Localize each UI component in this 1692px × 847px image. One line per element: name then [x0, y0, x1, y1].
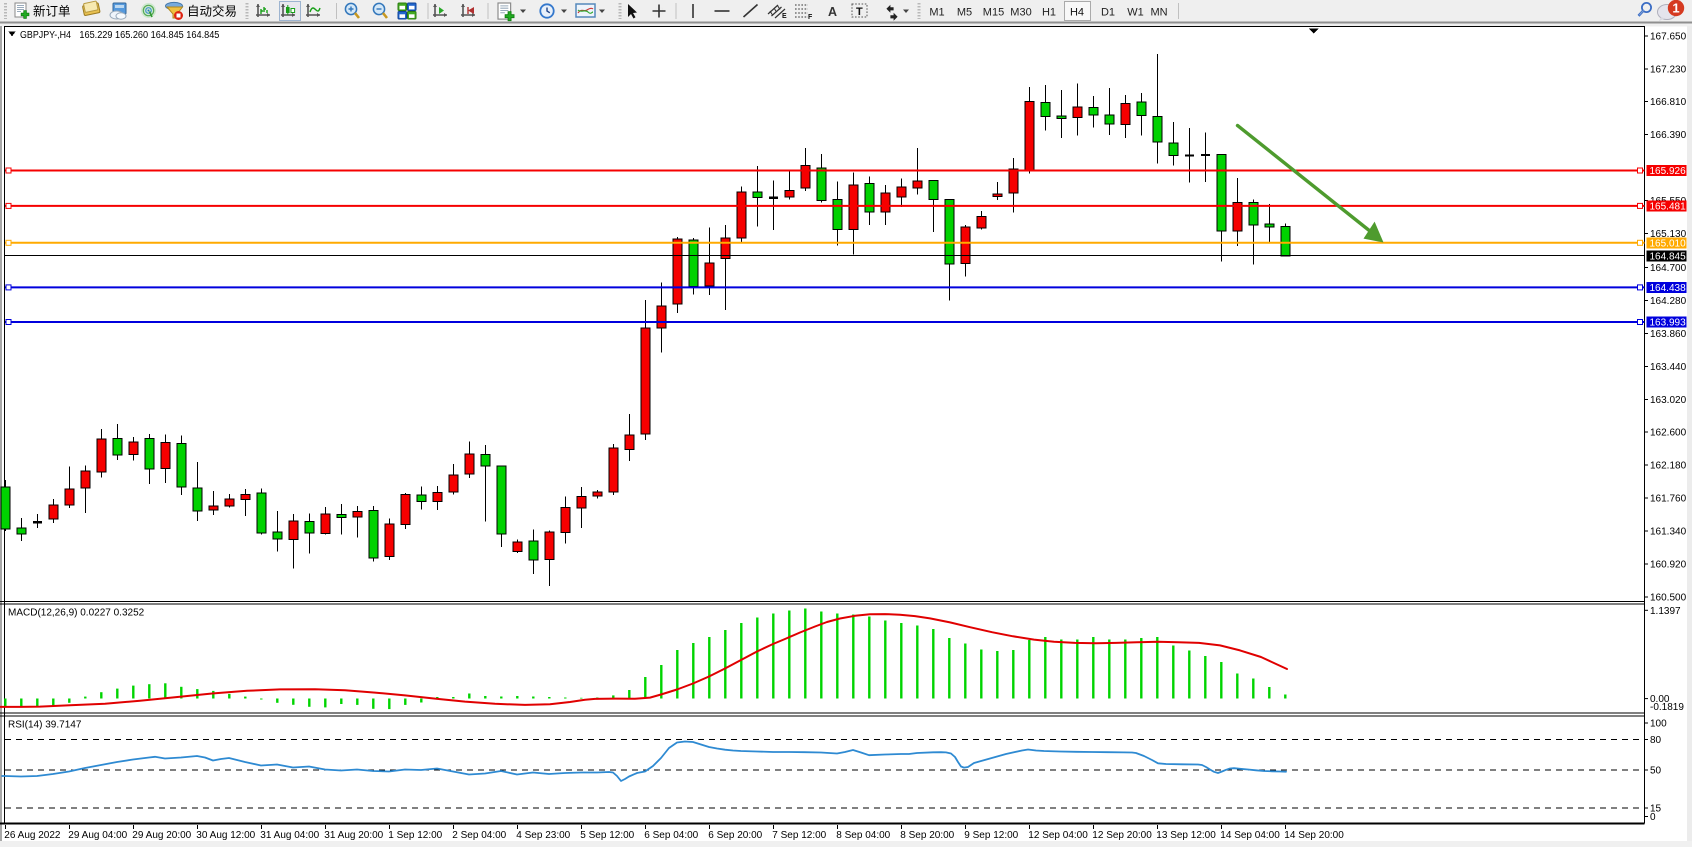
svg-text:100: 100: [1650, 719, 1667, 730]
svg-text:31 Aug 04:00: 31 Aug 04:00: [260, 830, 319, 841]
svg-text:50: 50: [1650, 766, 1662, 777]
svg-text:T: T: [856, 6, 863, 18]
svg-text:166.810: 166.810: [1650, 97, 1687, 108]
svg-text:H1: H1: [1042, 7, 1056, 19]
svg-text:12 Sep 20:00: 12 Sep 20:00: [1092, 830, 1152, 841]
svg-text:164.438: 164.438: [1650, 283, 1687, 294]
svg-text:MN: MN: [1150, 7, 1167, 19]
svg-text:H4: H4: [1070, 7, 1084, 19]
svg-text:167.650: 167.650: [1650, 31, 1687, 42]
svg-text:0.00: 0.00: [1650, 694, 1670, 705]
svg-text:166.390: 166.390: [1650, 130, 1687, 141]
svg-text:12 Sep 04:00: 12 Sep 04:00: [1028, 830, 1088, 841]
svg-text:8 Sep 20:00: 8 Sep 20:00: [900, 830, 954, 841]
svg-text:30 Aug 12:00: 30 Aug 12:00: [196, 830, 255, 841]
svg-text:31 Aug 20:00: 31 Aug 20:00: [324, 830, 383, 841]
svg-text:160.500: 160.500: [1650, 593, 1687, 604]
svg-text:29 Aug 20:00: 29 Aug 20:00: [132, 830, 191, 841]
svg-text:RSI(14) 39.7147: RSI(14) 39.7147: [8, 720, 82, 731]
svg-text:5 Sep 12:00: 5 Sep 12:00: [580, 830, 634, 841]
svg-text:13 Sep 12:00: 13 Sep 12:00: [1156, 830, 1216, 841]
svg-text:160.920: 160.920: [1650, 560, 1687, 571]
svg-text:162.600: 162.600: [1650, 428, 1687, 439]
svg-text:80: 80: [1650, 735, 1662, 746]
svg-text:161.760: 161.760: [1650, 494, 1687, 505]
svg-text:GBPJPY-,H4: GBPJPY-,H4: [20, 30, 71, 41]
svg-text:26 Aug 2022: 26 Aug 2022: [4, 830, 61, 841]
svg-text:163.020: 163.020: [1650, 395, 1687, 406]
svg-text:15: 15: [1650, 804, 1662, 815]
svg-text:163.993: 163.993: [1650, 318, 1687, 329]
svg-text:-0.1819: -0.1819: [1650, 702, 1684, 713]
svg-text:9 Sep 12:00: 9 Sep 12:00: [964, 830, 1018, 841]
svg-text:161.340: 161.340: [1650, 527, 1687, 538]
svg-text:164.845: 164.845: [1650, 252, 1687, 263]
svg-text:14 Sep 04:00: 14 Sep 04:00: [1220, 830, 1280, 841]
svg-text:29 Aug 04:00: 29 Aug 04:00: [68, 830, 127, 841]
svg-text:6 Sep 04:00: 6 Sep 04:00: [644, 830, 698, 841]
svg-text:MACD(12,26,9) 0.0227 0.3252: MACD(12,26,9) 0.0227 0.3252: [8, 608, 145, 619]
svg-text:W1: W1: [1127, 7, 1144, 19]
svg-text:0: 0: [1650, 812, 1656, 823]
svg-text:14 Sep 20:00: 14 Sep 20:00: [1284, 830, 1344, 841]
svg-text:163.860: 163.860: [1650, 329, 1687, 340]
svg-text:A: A: [828, 5, 837, 19]
svg-text:165.229 165.260 164.845 164.84: 165.229 165.260 164.845 164.845: [79, 30, 219, 41]
svg-text:M15: M15: [983, 7, 1004, 19]
svg-text:165.130: 165.130: [1650, 229, 1687, 240]
svg-text:M1: M1: [929, 7, 944, 19]
svg-text:167.230: 167.230: [1650, 64, 1687, 75]
svg-text:M30: M30: [1010, 7, 1031, 19]
svg-text:D1: D1: [1101, 7, 1115, 19]
svg-text:4 Sep 23:00: 4 Sep 23:00: [516, 830, 570, 841]
svg-text:164.700: 164.700: [1650, 263, 1687, 274]
svg-text:164.280: 164.280: [1650, 296, 1687, 307]
svg-text:E: E: [782, 13, 787, 20]
svg-text:2 Sep 04:00: 2 Sep 04:00: [452, 830, 506, 841]
svg-text:165.010: 165.010: [1650, 238, 1687, 249]
svg-text:F: F: [808, 14, 813, 21]
svg-text:7 Sep 12:00: 7 Sep 12:00: [772, 830, 826, 841]
svg-text:8 Sep 04:00: 8 Sep 04:00: [836, 830, 890, 841]
svg-text:自动交易: 自动交易: [187, 4, 237, 19]
svg-text:1 Sep 12:00: 1 Sep 12:00: [388, 830, 442, 841]
svg-text:165.481: 165.481: [1650, 201, 1687, 212]
svg-text:6 Sep 20:00: 6 Sep 20:00: [708, 830, 762, 841]
svg-text:165.926: 165.926: [1650, 166, 1687, 177]
svg-text:1: 1: [1672, 1, 1679, 16]
svg-text:M5: M5: [957, 7, 972, 19]
svg-text:162.180: 162.180: [1650, 461, 1687, 472]
svg-text:163.440: 163.440: [1650, 362, 1687, 373]
svg-text:1.1397: 1.1397: [1650, 606, 1681, 617]
svg-text:新订单: 新订单: [33, 4, 71, 19]
